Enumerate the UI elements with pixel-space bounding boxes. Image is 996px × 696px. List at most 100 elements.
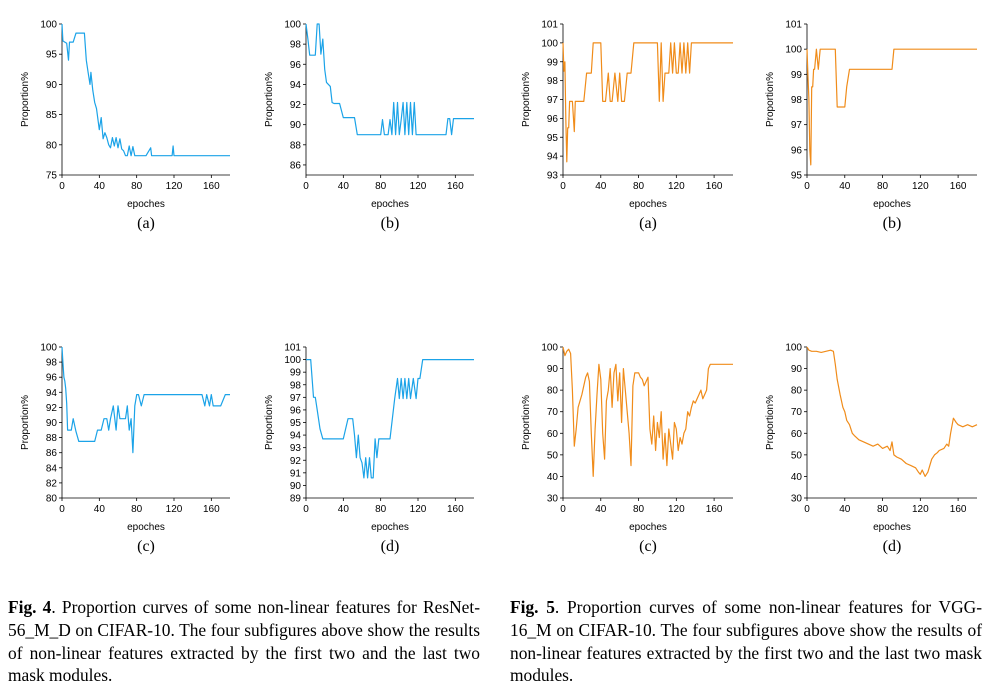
- series-line: [806, 48, 977, 166]
- figure-4-caption: Fig. 4. Proportion curves of some non-li…: [8, 596, 480, 687]
- x-tick-label: 40: [94, 181, 106, 192]
- x-tick-label: 160: [706, 504, 723, 515]
- figure-5-caption: Fig. 5. Proportion curves of some non-li…: [510, 596, 982, 687]
- subfigure-label: (b): [883, 215, 902, 232]
- x-tick-label: 160: [203, 181, 220, 192]
- y-tick-label: 99: [791, 70, 803, 81]
- x-tick-label: 120: [166, 504, 183, 515]
- y-tick-label: 60: [547, 429, 559, 440]
- x-tick-label: 120: [912, 181, 929, 192]
- x-tick-label: 80: [877, 504, 889, 515]
- chart-fig4b: 86 88 90 92 94 96 98 100 0 40 80 120 160 epoches Propo…: [264, 20, 474, 232]
- y-axis-label: Proportion%: [765, 395, 776, 450]
- series-line: [306, 359, 474, 479]
- y-tick-label: 100: [541, 38, 558, 49]
- y-tick-label: 95: [46, 50, 58, 61]
- y-tick-label: 40: [547, 472, 559, 483]
- x-axis-label: epoches: [371, 522, 409, 533]
- series-line: [562, 42, 733, 163]
- y-tick-label: 96: [46, 373, 58, 384]
- series-line: [305, 23, 474, 136]
- x-tick-label: 120: [166, 181, 183, 192]
- x-tick-label: 120: [912, 504, 929, 515]
- x-tick-label: 120: [410, 504, 427, 515]
- x-tick-label: 160: [950, 181, 967, 192]
- y-tick-label: 98: [290, 40, 302, 51]
- y-tick-label: 100: [284, 20, 301, 31]
- y-tick-label: 100: [40, 20, 57, 31]
- x-tick-label: 40: [839, 504, 851, 515]
- x-tick-label: 120: [668, 504, 685, 515]
- x-tick-label: 0: [804, 181, 810, 192]
- y-tick-label: 30: [791, 494, 803, 505]
- series-line: [562, 346, 733, 477]
- y-tick-label: 100: [541, 343, 558, 354]
- y-tick-label: 101: [785, 20, 802, 31]
- y-tick-label: 50: [547, 450, 559, 461]
- x-tick-label: 80: [375, 181, 387, 192]
- y-tick-label: 92: [290, 456, 302, 467]
- y-axis-label: Proportion%: [521, 395, 532, 450]
- chart-fig5d: 30 40 50 60 70 80 90 100 0 40 80 120 160 epoches Propo…: [765, 343, 978, 555]
- y-tick-label: 82: [46, 478, 58, 489]
- x-tick-label: 80: [633, 504, 645, 515]
- x-tick-label: 0: [560, 181, 566, 192]
- y-tick-label: 88: [46, 433, 58, 444]
- x-tick-label: 80: [877, 181, 889, 192]
- x-tick-label: 0: [59, 181, 65, 192]
- subfigure-label: (d): [381, 538, 400, 555]
- x-tick-label: 0: [303, 504, 309, 515]
- y-tick-label: 70: [547, 407, 559, 418]
- y-tick-label: 85: [46, 110, 58, 121]
- x-tick-label: 40: [94, 504, 106, 515]
- x-tick-label: 120: [410, 181, 427, 192]
- y-tick-label: 91: [290, 468, 302, 479]
- y-tick-label: 98: [791, 95, 803, 106]
- y-tick-label: 94: [46, 388, 58, 399]
- y-tick-label: 89: [290, 494, 302, 505]
- y-tick-label: 94: [547, 152, 559, 163]
- y-axis-label: Proportion%: [521, 72, 532, 127]
- subfigure-label: (a): [137, 215, 155, 232]
- chart-fig4a: 75 80 85 90 95 100 0 40 80 120 160 epoches Proportio…: [20, 20, 230, 232]
- y-tick-label: 40: [791, 472, 803, 483]
- y-axis-label: Proportion%: [20, 395, 31, 450]
- y-tick-label: 90: [46, 418, 58, 429]
- figure-5-label: Fig. 5: [510, 597, 555, 617]
- y-tick-label: 96: [791, 145, 803, 156]
- x-tick-label: 0: [303, 181, 309, 192]
- y-tick-label: 50: [791, 450, 803, 461]
- y-tick-label: 96: [547, 114, 559, 125]
- figure-5-caption-text: . Proportion curves of some non-linear f…: [510, 597, 982, 686]
- y-tick-label: 60: [791, 429, 803, 440]
- x-tick-label: 160: [950, 504, 967, 515]
- y-tick-label: 101: [541, 20, 558, 31]
- y-tick-label: 92: [290, 100, 302, 111]
- x-axis-label: epoches: [127, 199, 165, 210]
- y-axis-label: Proportion%: [264, 395, 275, 450]
- y-tick-label: 94: [290, 80, 302, 91]
- chart-fig5c: 30 40 50 60 70 80 90 100 0 40 80 120 160 epoches Propo…: [521, 343, 733, 555]
- x-axis-label: epoches: [629, 199, 667, 210]
- y-tick-label: 80: [791, 386, 803, 397]
- x-tick-label: 160: [706, 181, 723, 192]
- chart-fig4c: 80 82 84 86 88 90 92 94 96 98 100 0 40 80 120 160 epoche…: [20, 343, 230, 555]
- subfigure-label: (b): [381, 215, 400, 232]
- y-tick-label: 90: [290, 481, 302, 492]
- series-line: [61, 346, 230, 454]
- y-tick-label: 90: [547, 364, 559, 375]
- y-tick-label: 86: [290, 160, 302, 171]
- y-tick-label: 90: [791, 364, 803, 375]
- series-line: [61, 23, 230, 157]
- y-tick-label: 96: [290, 405, 302, 416]
- subfigure-label: (c): [639, 538, 657, 555]
- x-axis-label: epoches: [629, 522, 667, 533]
- y-tick-label: 97: [791, 120, 803, 131]
- x-tick-label: 40: [338, 181, 350, 192]
- y-tick-label: 86: [46, 448, 58, 459]
- y-tick-label: 80: [46, 494, 58, 505]
- y-tick-label: 80: [547, 386, 559, 397]
- x-tick-label: 80: [131, 181, 143, 192]
- figure-4-label: Fig. 4: [8, 597, 52, 617]
